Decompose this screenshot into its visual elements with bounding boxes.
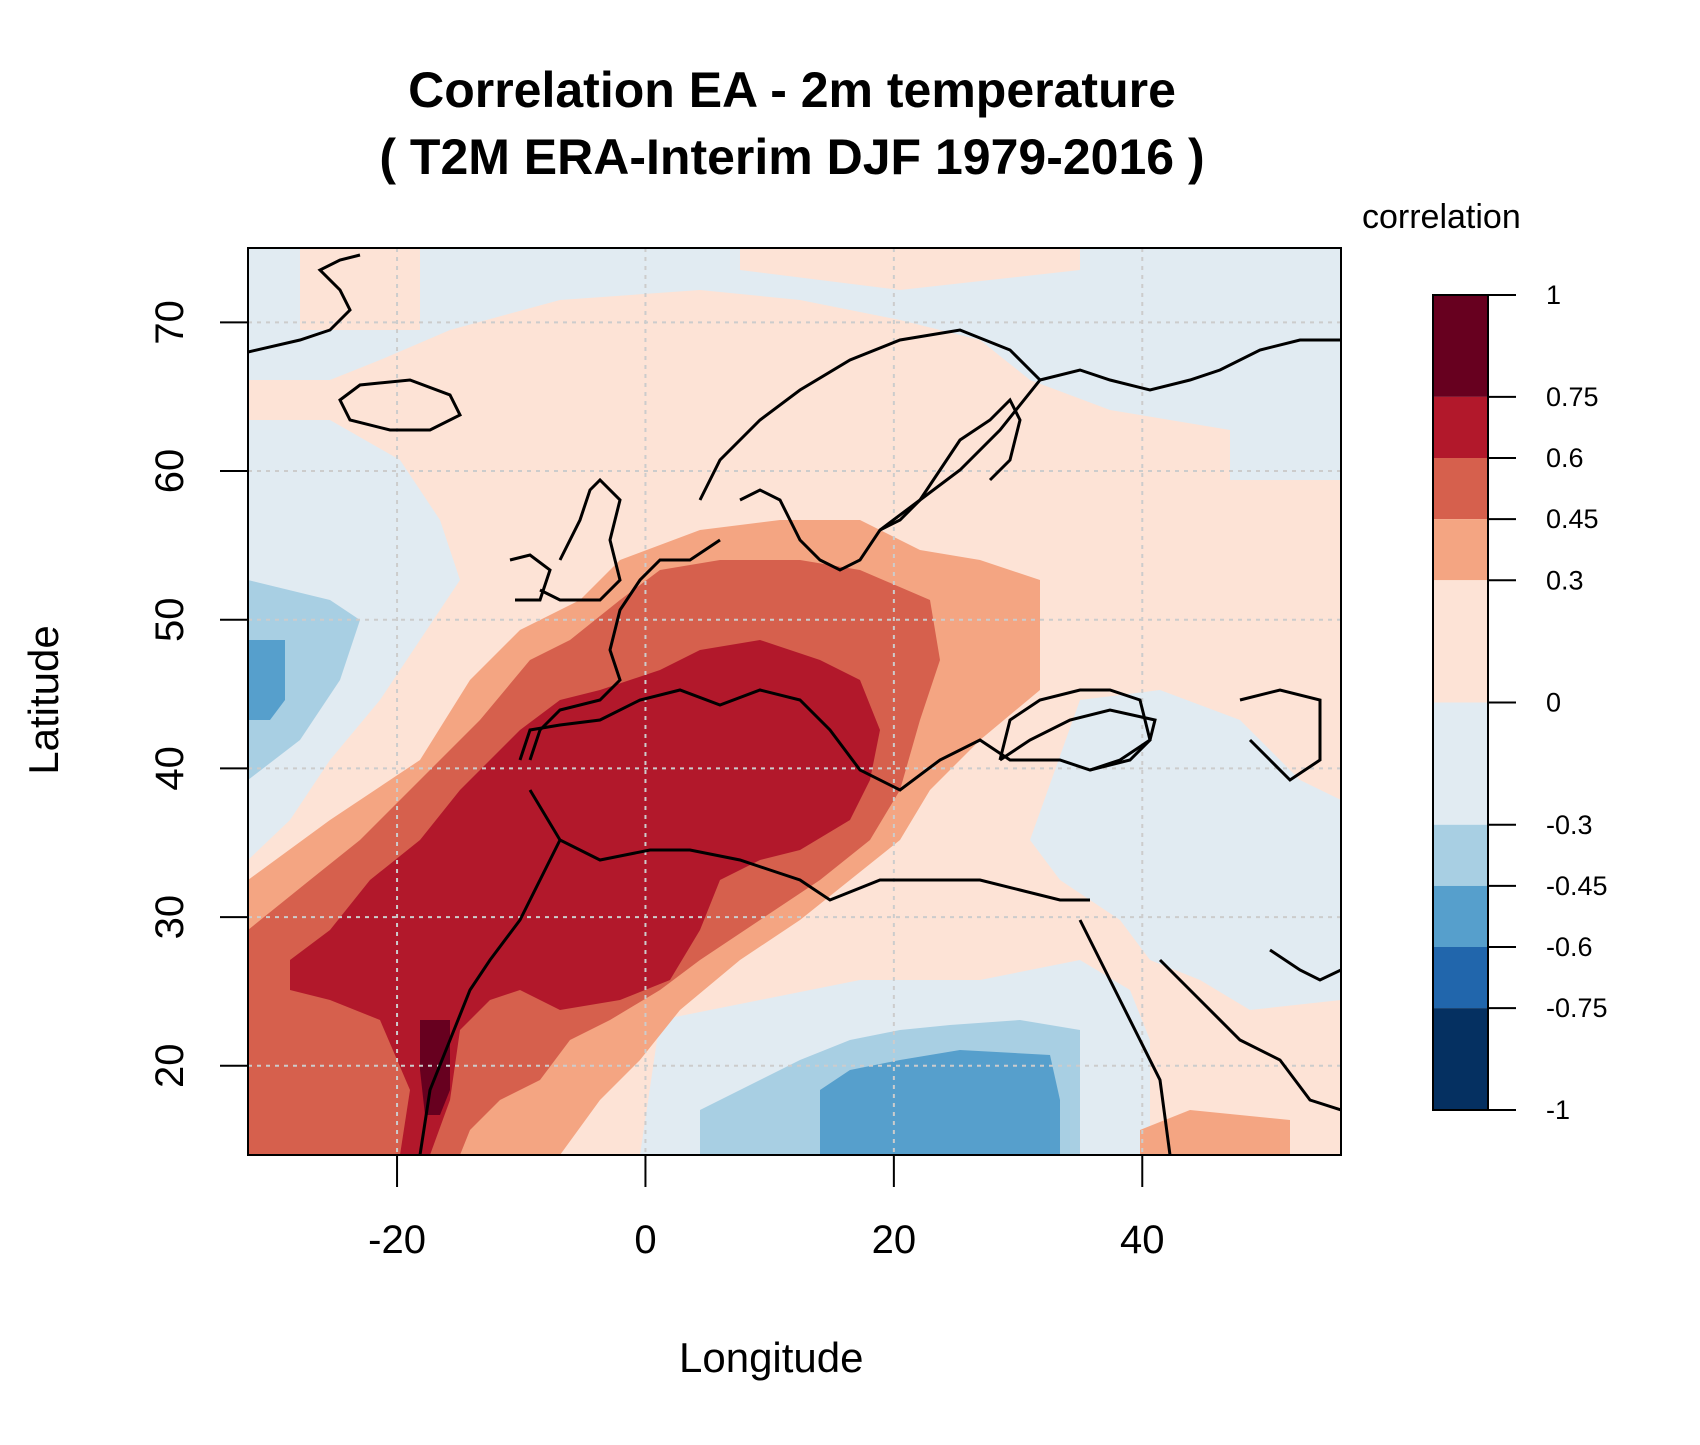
x-axis: -20 0 20 40	[368, 1155, 1165, 1262]
region-arctic-neg	[248, 248, 1341, 480]
chart-title-line2: ( T2M ERA-Interim DJF 1979-2016 )	[379, 129, 1205, 185]
legend-swatch	[1433, 396, 1488, 458]
x-tick-label: 20	[872, 1218, 917, 1262]
y-tick-label: 40	[148, 746, 192, 791]
coastline-black-sea	[998, 688, 1152, 772]
legend-tick-label: 0.45	[1546, 504, 1599, 534]
coastline-red-sea	[1078, 919, 1172, 1155]
coastline-north-africa	[528, 789, 1090, 902]
coastline-iceland	[338, 378, 463, 432]
coastline-arabia	[1158, 958, 1341, 1112]
legend-swatch	[1433, 295, 1488, 397]
legend-swatch	[1433, 885, 1488, 947]
legend-tick-label: 0.6	[1546, 443, 1584, 473]
legend-tick-label: -0.45	[1546, 871, 1608, 901]
region-north-pos	[300, 248, 420, 330]
grid-lines	[248, 248, 1341, 1155]
coastline-arabia-east	[1269, 948, 1341, 982]
coastline-baltic	[879, 397, 1022, 532]
coastline-greenland	[248, 253, 361, 354]
legend-swatch	[1433, 824, 1488, 886]
x-axis-label: Longitude	[679, 1334, 864, 1381]
region-atlantic-neg-mod	[248, 580, 360, 780]
region-pos-max	[420, 1020, 450, 1115]
correlation-regions	[248, 248, 1341, 1155]
coastlines	[248, 253, 1341, 1155]
region-atlantic-neg	[248, 420, 460, 860]
region-east-neg	[1030, 690, 1341, 1010]
coastline-russia-north	[1039, 338, 1341, 392]
legend-tick-label: -0.6	[1546, 932, 1593, 962]
legend-swatch	[1433, 1008, 1488, 1110]
legend-colorbar: 1 0.75 0.6 0.45 0.3 0 -0.3 -0.45 -0.6 -0.75 -1	[1432, 280, 1608, 1125]
legend-swatch	[1433, 519, 1488, 581]
coastline-europe	[518, 688, 1157, 792]
coastline-west-africa	[418, 839, 562, 1155]
region-north-pos2	[740, 248, 1080, 290]
coastline-iberia-france	[528, 538, 721, 761]
legend-tick-label: -0.3	[1546, 810, 1593, 840]
region-atlantic-neg-strong	[248, 640, 285, 720]
x-tick-label: 40	[1120, 1218, 1165, 1262]
coastline-scandinavia	[698, 328, 1043, 572]
y-tick-label: 20	[148, 1044, 192, 1089]
plot-frame	[247, 247, 1342, 1156]
region-south-neg-strong	[820, 1050, 1060, 1155]
region-pos-mod-se	[1140, 1110, 1290, 1155]
coastline-uk	[539, 477, 622, 602]
legend-swatch	[1433, 458, 1488, 520]
legend-title: correlation	[1362, 198, 1521, 236]
chart-title-line1: Correlation EA - 2m temperature	[408, 62, 1176, 118]
legend-tick-label: 0	[1546, 688, 1561, 718]
x-tick-label: -20	[368, 1218, 426, 1262]
legend-swatch	[1433, 580, 1488, 703]
x-tick-label: 0	[634, 1218, 656, 1262]
y-tick-label: 50	[148, 597, 192, 642]
coastline-caspian	[1239, 688, 1322, 782]
legend-tick-label: -1	[1546, 1095, 1570, 1125]
coastline-ireland	[509, 553, 552, 602]
legend-tick-label: 0.75	[1546, 382, 1599, 412]
legend-tick-label: -0.75	[1546, 993, 1608, 1023]
y-axis: 20 30 40 50 60 70	[148, 300, 248, 1088]
y-tick-label: 70	[148, 300, 192, 345]
y-tick-label: 60	[148, 449, 192, 494]
legend-tick-label: 0.3	[1546, 565, 1584, 595]
legend-tick-label: 1	[1546, 280, 1561, 310]
legend-swatch	[1433, 947, 1488, 1009]
y-tick-label: 30	[148, 895, 192, 940]
legend-swatch	[1433, 702, 1488, 825]
